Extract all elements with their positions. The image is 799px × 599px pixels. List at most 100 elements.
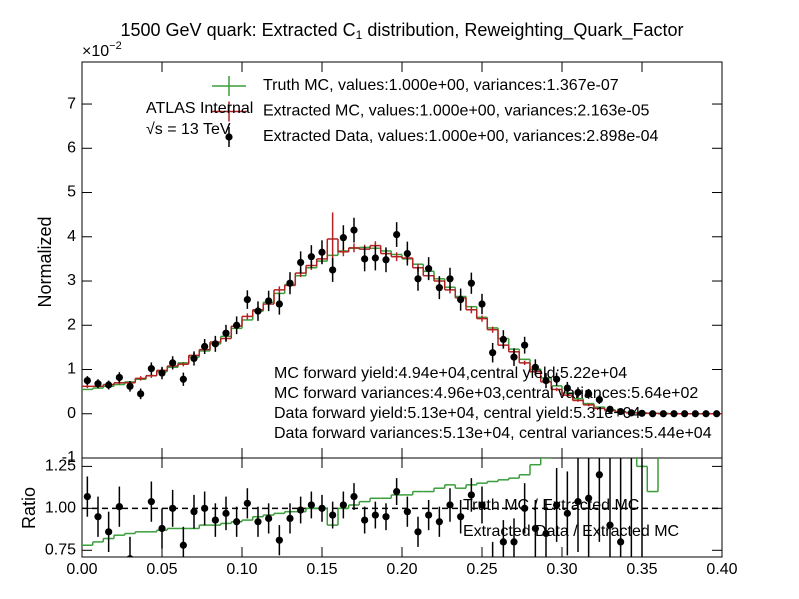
data-point <box>563 509 571 517</box>
y-tick-label: 0.75 <box>45 542 76 559</box>
data-point <box>371 511 379 519</box>
data-point <box>286 514 294 523</box>
plot-area <box>82 212 722 418</box>
data-point <box>649 410 657 418</box>
data-point <box>361 255 369 263</box>
x-tick-label: 0.40 <box>706 561 737 578</box>
y-tick-label: 3 <box>67 272 76 289</box>
data-point <box>83 492 91 501</box>
data-point <box>574 498 582 506</box>
data-point <box>617 538 625 546</box>
data-point <box>425 511 433 519</box>
annotation: MC forward variances:4.96e+03,central va… <box>274 385 698 402</box>
data-point <box>297 258 305 267</box>
data-point <box>94 513 102 521</box>
y-tick-label: 1.00 <box>45 500 76 517</box>
data-point <box>457 513 465 521</box>
data-point <box>126 382 134 390</box>
data-point <box>350 226 358 234</box>
data-point <box>286 279 294 287</box>
data-point <box>531 524 539 533</box>
title-subscript: 1 <box>356 28 363 42</box>
data-point <box>222 329 230 337</box>
legend-label: Extracted MC, values:1.000e+00, variance… <box>263 103 650 120</box>
y-tick-label: 5 <box>67 184 76 201</box>
data-point <box>467 279 475 287</box>
data-point <box>414 275 422 283</box>
data-point <box>169 359 177 367</box>
data-point <box>403 508 411 516</box>
y-tick-label: -1 <box>62 449 76 466</box>
y-tick-label: 2 <box>67 316 76 333</box>
y-tick-label: 1.25 <box>45 458 76 475</box>
data-point <box>446 275 454 283</box>
x-tick-label: 0.35 <box>626 561 657 578</box>
data-point <box>179 541 187 549</box>
data-point <box>521 341 529 349</box>
data-point <box>137 390 145 398</box>
data-point <box>254 518 262 526</box>
data-point <box>638 589 645 596</box>
data-point <box>275 300 283 308</box>
data-point <box>105 528 113 536</box>
y-tick-label: 6 <box>67 139 76 156</box>
data-point <box>147 498 155 506</box>
y-tick-label: 7 <box>67 95 76 112</box>
data-point <box>393 487 401 496</box>
x-tick-label: 0.25 <box>466 561 497 578</box>
data-point <box>371 254 379 262</box>
data-point <box>243 296 251 304</box>
data-point <box>435 284 443 292</box>
data-point <box>382 256 390 264</box>
data-point <box>553 501 561 509</box>
x-tick-label: 0.00 <box>66 561 97 578</box>
data-point <box>510 353 518 361</box>
data-point <box>585 494 593 502</box>
title-part: 1500 GeV quark: Extracted C <box>121 20 356 40</box>
data-point <box>297 506 305 514</box>
y-axis-label: Normalized <box>35 216 55 307</box>
data-point <box>158 524 166 533</box>
x-tick-label: 0.10 <box>226 561 257 578</box>
annotation: ATLAS Internal <box>146 100 253 117</box>
legend-swatch <box>225 133 233 141</box>
y-tick-label: 1 <box>67 361 76 378</box>
data-point <box>318 504 326 512</box>
data-point <box>393 230 401 239</box>
data-point <box>126 555 134 557</box>
y-axis-label: Ratio <box>19 487 39 529</box>
data-point <box>147 365 155 373</box>
data-point <box>574 388 582 397</box>
data-point <box>542 529 550 538</box>
data-point <box>414 528 422 536</box>
data-point <box>307 253 315 261</box>
y-tick-label: 4 <box>67 228 76 245</box>
data-point <box>307 501 315 509</box>
data-point <box>521 504 529 512</box>
data-point <box>638 409 646 417</box>
data-point <box>361 516 369 524</box>
data-point <box>478 300 486 308</box>
legend-label: Truth MC / Extracted MC <box>463 497 639 514</box>
data-point <box>691 410 699 418</box>
data-point <box>585 390 593 398</box>
data-point <box>542 376 550 385</box>
annotation: Data forward yield:5.13e+04, central yie… <box>274 405 641 422</box>
data-point <box>233 518 241 526</box>
data-point <box>265 514 273 523</box>
plot-area <box>82 458 659 596</box>
data-point <box>233 321 241 329</box>
data-point <box>627 409 635 417</box>
data-point <box>179 375 187 383</box>
data-point <box>158 369 166 377</box>
data-point <box>329 511 337 519</box>
data-point <box>670 410 678 418</box>
data-point <box>510 538 518 546</box>
x-tick-label: 0.30 <box>546 561 577 578</box>
data-point <box>702 410 710 418</box>
legend-label: Extracted Data / Extracted MC <box>463 523 679 540</box>
data-point <box>105 381 113 389</box>
data-point <box>169 504 177 512</box>
annotation: Data forward variances:5.13e+04, central… <box>274 425 712 442</box>
